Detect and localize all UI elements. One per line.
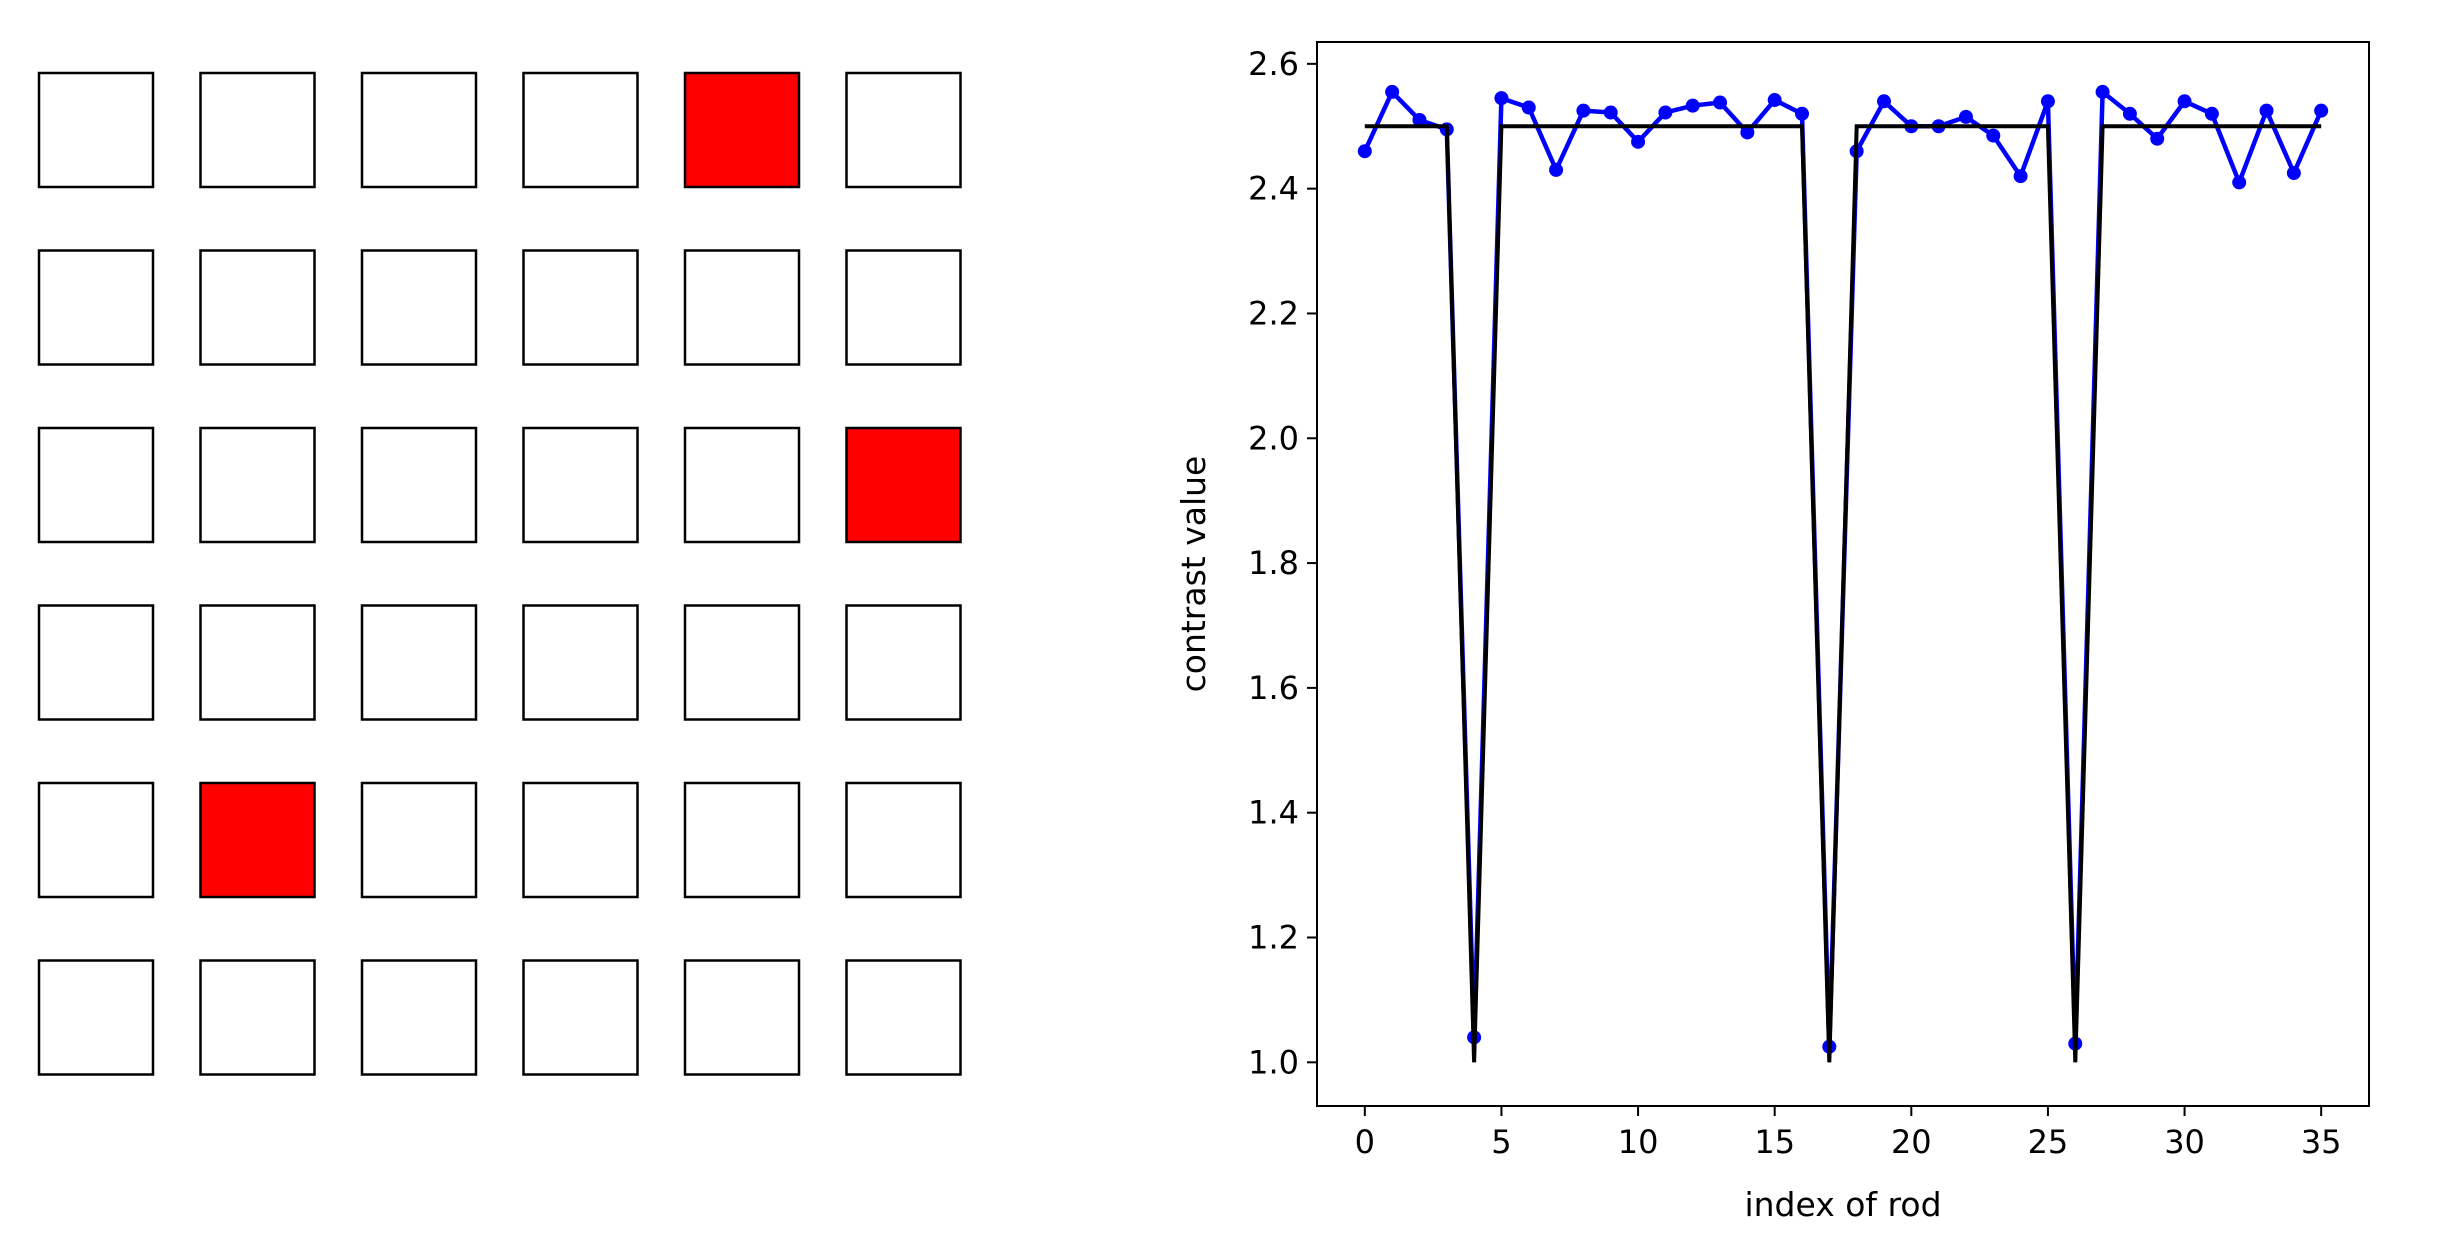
data-point — [2232, 175, 2247, 190]
grid-cell — [199, 71, 316, 189]
grid-cell — [360, 426, 478, 544]
series-line-1 — [1364, 124, 2322, 1063]
grid-cell — [360, 959, 478, 1076]
grid-cell — [683, 426, 801, 544]
grid-cell — [37, 426, 155, 544]
x-tick-label: 25 — [2028, 1123, 2069, 1161]
grid-cell — [360, 781, 478, 899]
data-point — [2013, 169, 2028, 184]
data-point — [1576, 103, 1591, 118]
data-point — [1549, 162, 1564, 177]
grid-cell — [37, 71, 155, 189]
contrast-line-chart: 0 5 10 15 20 25 30 35 1.0 1.2 1.4 1.6 1.8 2.0 2.2 2.4 2… — [1174, 41, 2370, 1224]
grid-cell — [683, 249, 801, 366]
grid-cell — [360, 249, 478, 366]
y-tick-label: 1.0 — [1248, 1043, 1299, 1081]
grid-cell — [360, 604, 478, 721]
data-point — [1767, 93, 1782, 108]
data-point — [1658, 105, 1673, 120]
grid-cell — [845, 71, 962, 189]
y-tick-label: 1.4 — [1248, 794, 1299, 832]
data-point — [2259, 103, 2274, 118]
grid-cell — [522, 781, 639, 899]
grid-cell — [360, 71, 478, 189]
y-tick-label: 2.6 — [1248, 45, 1299, 83]
grid-cell — [37, 249, 155, 366]
grid-cell — [845, 604, 962, 721]
data-point — [2122, 106, 2137, 121]
data-point — [2286, 166, 2301, 181]
grid-cell — [522, 71, 639, 189]
x-tick-label: 35 — [2301, 1123, 2342, 1161]
x-tick-label: 10 — [1618, 1123, 1659, 1161]
data-point — [1740, 125, 1755, 140]
data-point — [2095, 84, 2110, 99]
x-axis-label: index of rod — [1744, 1185, 1941, 1224]
data-point — [1795, 106, 1810, 121]
grid-cell — [199, 959, 316, 1076]
data-point — [2177, 94, 2192, 109]
grid-cell — [199, 426, 316, 544]
x-axis-ticks: 0 5 10 15 20 25 30 35 — [1355, 1106, 2342, 1161]
data-point — [1631, 134, 1646, 149]
grid-cell — [199, 249, 316, 366]
grid-cell — [199, 604, 316, 721]
data-point — [2204, 106, 2219, 121]
grid-cell — [683, 959, 801, 1076]
grid-cell — [522, 959, 639, 1076]
y-tick-label: 2.2 — [1248, 294, 1299, 332]
y-axis-label: contrast value — [1174, 456, 1213, 693]
grid-cell — [683, 604, 801, 721]
data-point — [1357, 144, 1372, 159]
grid-cell-highlighted — [845, 426, 962, 544]
y-tick-label: 1.8 — [1248, 544, 1299, 582]
x-tick-label: 30 — [2164, 1123, 2205, 1161]
grid-cell — [522, 249, 639, 366]
x-tick-label: 20 — [1891, 1123, 1932, 1161]
y-axis-ticks: 1.0 1.2 1.4 1.6 1.8 2.0 2.2 2.4 2.6 — [1248, 45, 1317, 1081]
y-tick-label: 2.4 — [1248, 170, 1299, 208]
data-point — [2314, 103, 2329, 118]
data-point — [1958, 109, 1973, 124]
grid-cell — [845, 959, 962, 1076]
data-point — [2040, 94, 2055, 109]
rod-grid — [37, 71, 962, 1076]
grid-cell — [522, 426, 639, 544]
grid-cell — [37, 604, 155, 721]
data-point — [1685, 98, 1700, 113]
x-tick-label: 0 — [1355, 1123, 1375, 1161]
grid-cell-highlighted — [199, 781, 316, 899]
grid-cell — [683, 781, 801, 899]
series-layer — [1357, 84, 2329, 1063]
data-point — [1603, 105, 1618, 120]
grid-cell — [845, 781, 962, 899]
data-point — [2150, 131, 2165, 146]
data-point — [1521, 100, 1536, 115]
data-point — [1986, 128, 2001, 143]
x-tick-label: 15 — [1754, 1123, 1795, 1161]
data-point — [1412, 113, 1427, 128]
grid-cell — [37, 781, 155, 899]
y-tick-label: 1.6 — [1248, 669, 1299, 707]
axes-frame — [1316, 41, 2370, 1107]
data-point — [1713, 95, 1728, 110]
data-point — [1494, 91, 1509, 106]
y-tick-label: 1.2 — [1248, 919, 1299, 957]
grid-cell-highlighted — [683, 71, 801, 189]
grid-cell — [37, 959, 155, 1076]
grid-cell — [845, 249, 962, 366]
data-point — [1876, 94, 1891, 109]
y-tick-label: 2.0 — [1248, 419, 1299, 457]
grid-cell — [522, 604, 639, 721]
data-point — [1385, 84, 1400, 99]
x-tick-label: 5 — [1491, 1123, 1511, 1161]
